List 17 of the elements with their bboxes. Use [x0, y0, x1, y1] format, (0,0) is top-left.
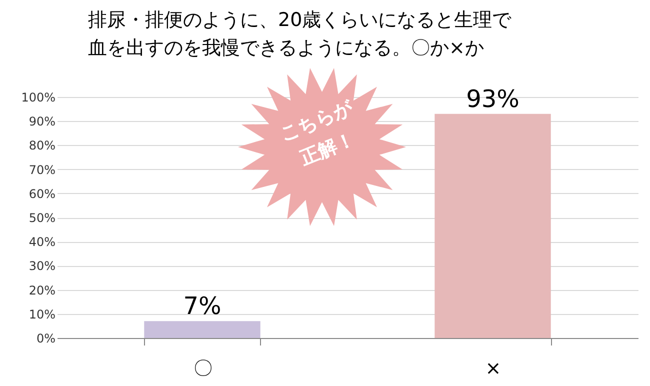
y-tick-label: 20% — [28, 283, 56, 298]
y-tick-label: 0% — [36, 332, 56, 346]
data-label: 7% — [183, 292, 222, 320]
text: 排尿・排便のように、20歳くらいになると生理で — [88, 8, 512, 31]
y-tick-label: 70% — [28, 162, 56, 177]
y-tick-label: 30% — [28, 259, 56, 274]
y-tick-label: 50% — [28, 211, 56, 225]
data-label: 93% — [466, 84, 520, 113]
text: 血を出すのを我慢できるようになる。〇か×か — [88, 36, 484, 59]
y-tick-label: 80% — [28, 138, 56, 153]
y-tick-label: 60% — [28, 186, 56, 201]
y-tick-label: 90% — [28, 114, 56, 129]
x-tick-label: 〇 — [193, 358, 212, 380]
y-tick-label: 40% — [28, 235, 56, 250]
x-tick-label: × — [485, 358, 502, 380]
y-tick-label: 100% — [21, 90, 56, 104]
y-tick-label: 10% — [28, 307, 56, 322]
